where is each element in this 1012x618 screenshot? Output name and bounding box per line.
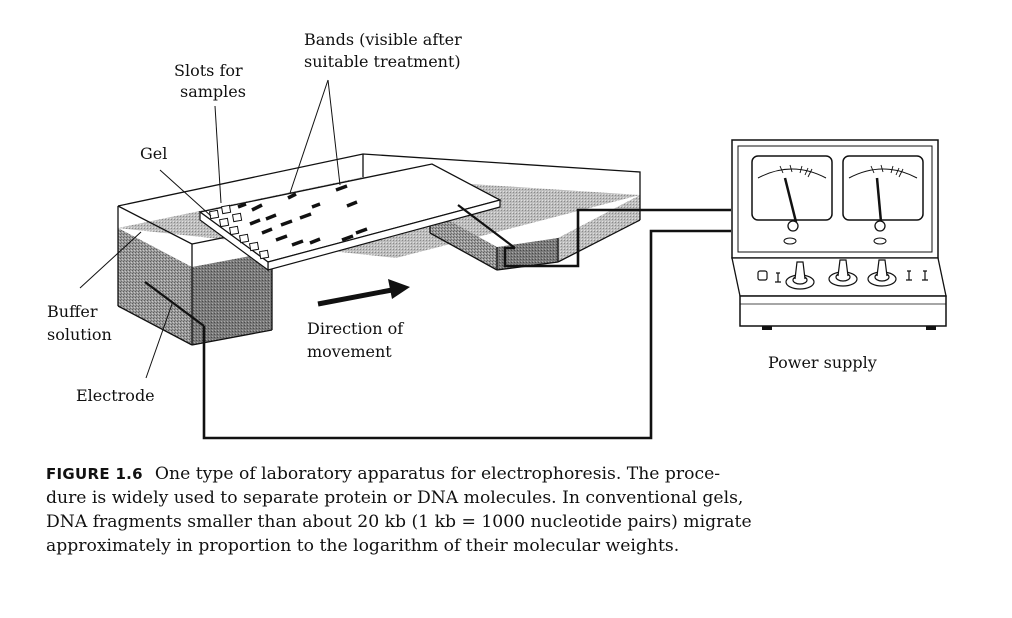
band: [299, 212, 312, 220]
indicator-lamp: [783, 237, 797, 245]
caption-line-4: approximately in proportion to the logar…: [46, 536, 680, 556]
buffer-front-right: [430, 210, 497, 270]
wire-positive: [503, 208, 731, 268]
leader-electrode: [145, 303, 173, 379]
sample-slot: [228, 225, 240, 236]
label-bands-line2: suitable treatment): [304, 52, 461, 71]
gel-left-edge: [199, 210, 269, 272]
sample-slot: [258, 249, 270, 260]
label-gel: Gel: [140, 144, 167, 163]
direction-arrowhead: [388, 279, 410, 299]
label-slots-line1: Slots for: [174, 61, 243, 80]
power-controls[interactable]: [757, 259, 928, 290]
leader-gel: [159, 169, 212, 217]
indicator-lamp: [873, 237, 887, 245]
band: [309, 237, 321, 245]
sample-slots: [208, 204, 270, 260]
switch-left[interactable]: [757, 270, 768, 281]
band: [261, 227, 273, 235]
sample-slot: [231, 212, 243, 223]
meter-right: [842, 155, 924, 232]
band: [311, 202, 321, 209]
band: [291, 239, 304, 247]
label-electrode: Electrode: [76, 386, 155, 405]
terminal-right-a[interactable]: [906, 270, 912, 281]
band: [355, 227, 368, 235]
leader-lines: [79, 79, 341, 379]
band: [249, 218, 261, 226]
gel-bands: [237, 184, 368, 247]
band: [341, 234, 354, 242]
electrodes: [144, 204, 516, 327]
band: [265, 213, 277, 221]
caption-text-1: One type of laboratory apparatus for ele…: [154, 464, 721, 484]
band: [275, 234, 288, 242]
figure-caption: FIGURE 1.6 One type of laboratory apparat…: [46, 462, 966, 558]
foot: [762, 326, 772, 330]
caption-line-1: FIGURE 1.6 One type of laboratory apparat…: [46, 462, 966, 486]
figure-label: FIGURE 1.6: [46, 465, 143, 483]
label-buffer-line2: solution: [47, 325, 112, 344]
label-direction-line2: movement: [307, 342, 392, 361]
band: [251, 203, 263, 212]
label-direction-line1: Direction of: [307, 319, 404, 338]
band: [346, 200, 358, 208]
leader-slots: [214, 105, 222, 204]
leader-bands-2: [327, 79, 341, 186]
foot: [926, 326, 936, 330]
label-bands-line1: Bands (visible after: [304, 30, 462, 49]
right-electrode: [457, 204, 516, 249]
terminal-right-b[interactable]: [922, 270, 928, 281]
sample-slot: [220, 204, 232, 215]
sample-slot: [208, 209, 220, 220]
caption-line-3: DNA fragments smaller than about 20 kb (…: [46, 512, 752, 532]
sample-slot: [218, 217, 230, 228]
wires: [202, 208, 731, 440]
toggle-left[interactable]: [775, 272, 781, 283]
label-slots-line2: samples: [180, 82, 246, 101]
leader-bands-1: [289, 79, 329, 194]
wire-negative: [202, 229, 731, 440]
band: [335, 184, 348, 192]
gel-slab: [198, 163, 502, 272]
sample-slot: [248, 241, 260, 252]
buffer-front-left: [118, 228, 192, 345]
sample-slot: [238, 233, 250, 244]
leader-buffer: [79, 231, 142, 289]
label-power-supply: Power supply: [768, 353, 877, 372]
meter-left: [751, 155, 833, 232]
band: [287, 192, 297, 200]
left-electrode: [144, 281, 205, 327]
direction-arrow: [317, 287, 393, 307]
buffer-front-left-face: [192, 252, 272, 345]
power-supply: [731, 139, 947, 330]
band: [280, 219, 293, 227]
caption-line-2: dure is widely used to separate protein …: [46, 488, 744, 508]
label-buffer-line1: Buffer: [47, 302, 98, 321]
band: [237, 202, 247, 209]
